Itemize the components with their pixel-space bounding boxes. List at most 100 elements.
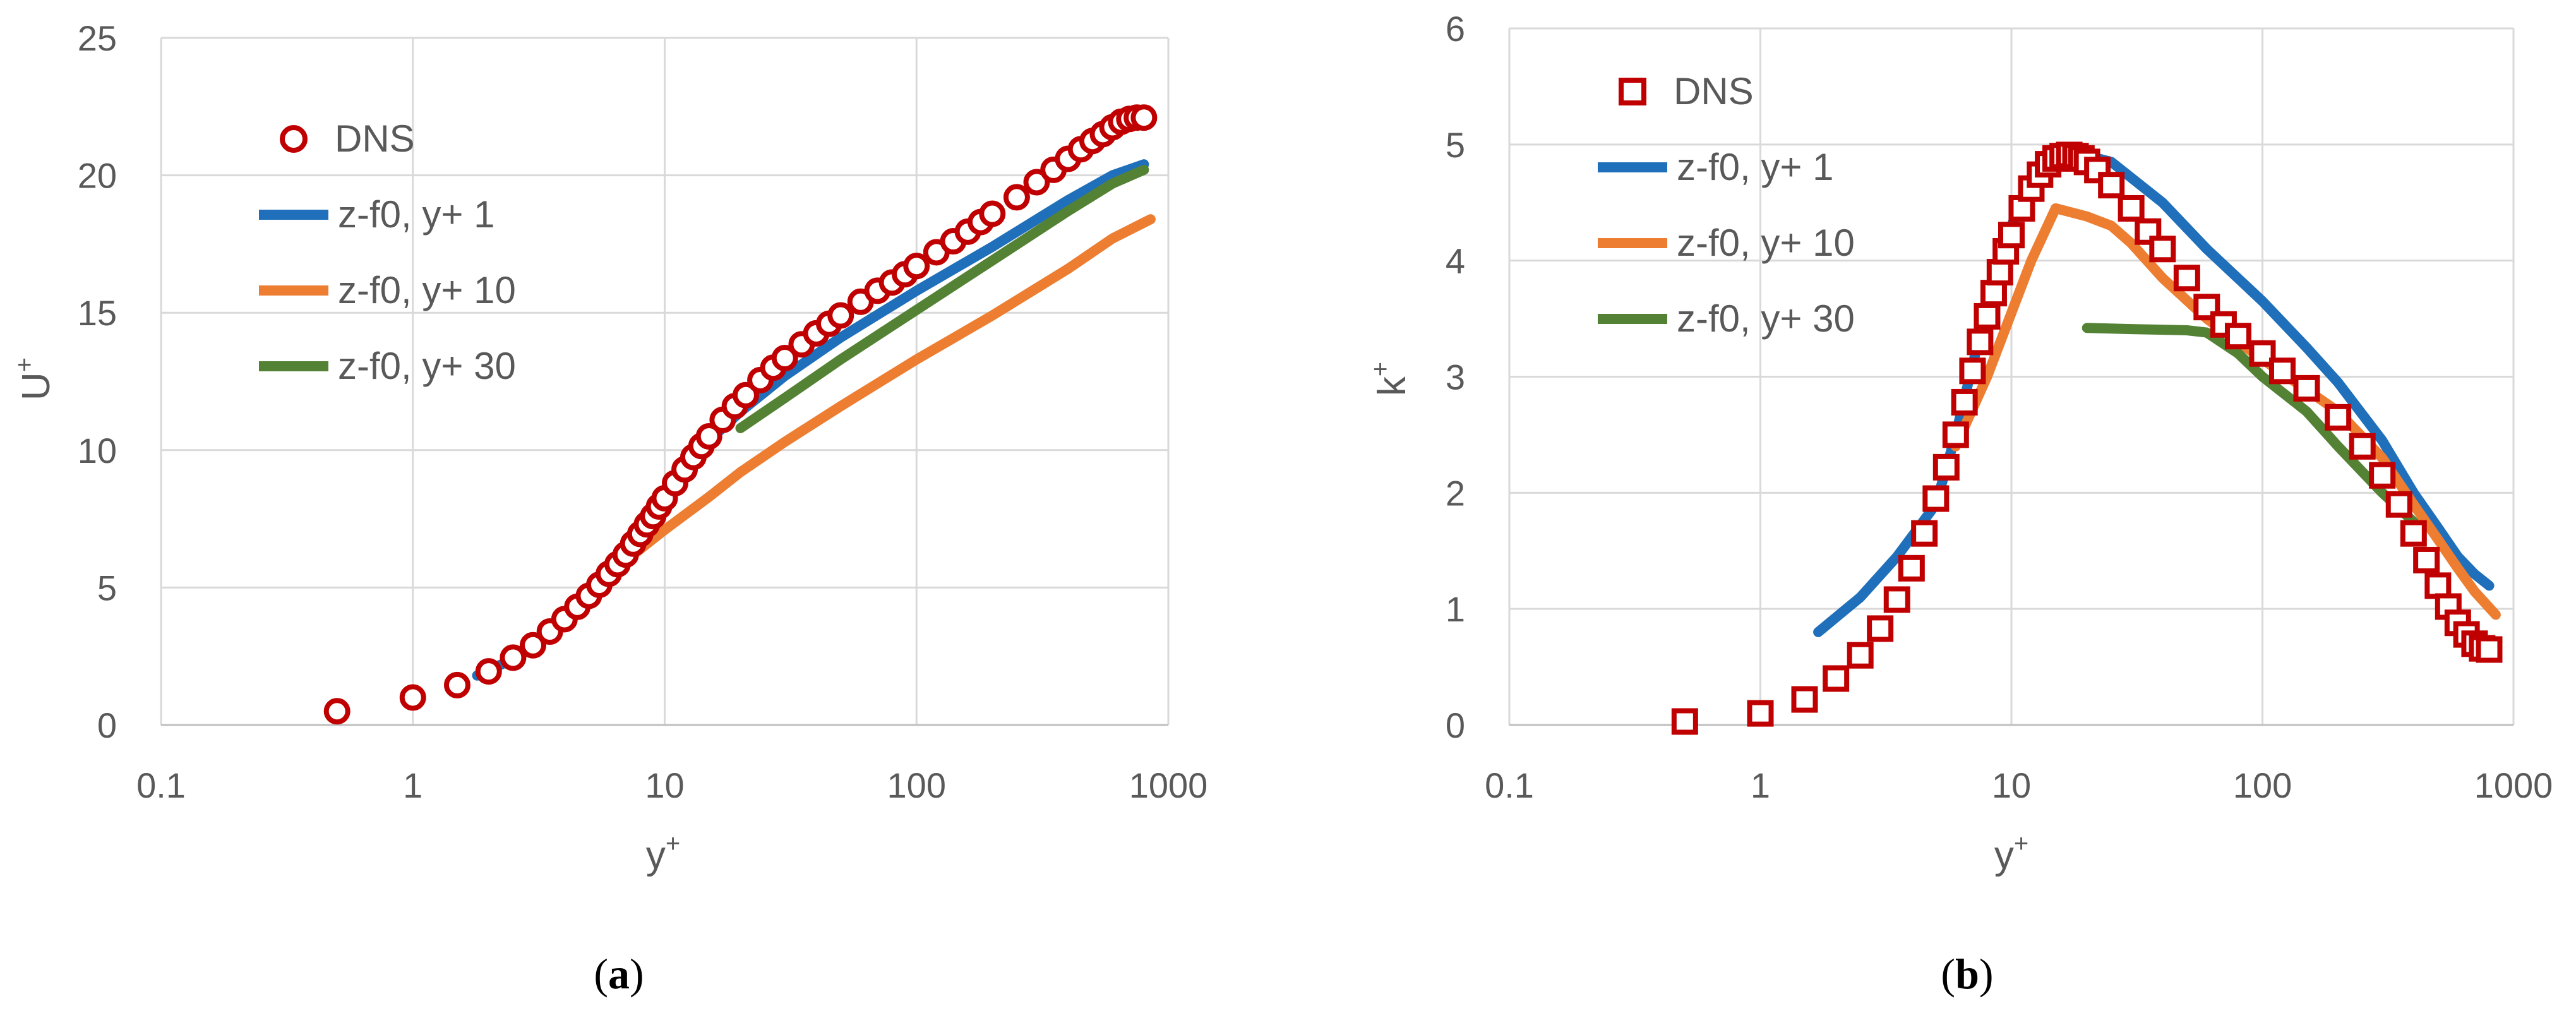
x-tick-label: 1 <box>1751 765 1770 805</box>
legend-label-dns: DNS <box>335 117 415 160</box>
dns-point <box>771 345 798 372</box>
dns-point <box>1003 184 1030 211</box>
dns-point <box>1951 388 1978 416</box>
dns-point <box>695 423 722 450</box>
y-tick-label: 15 <box>78 293 117 333</box>
y-tick-label: 6 <box>1446 9 1465 49</box>
dns-point <box>1867 615 1894 642</box>
dns-point <box>1967 328 1994 356</box>
legend-marker-dns <box>1619 78 1646 105</box>
legend-marker-dns <box>280 125 308 153</box>
x-tick-label: 1000 <box>2474 765 2553 805</box>
legend-label-yp30: z-f0, y+ 30 <box>1677 297 1855 340</box>
dns-point <box>2369 462 2396 489</box>
chart-a-x-axis-label: y+ <box>646 830 680 877</box>
legend-label-yp1: z-f0, y+ 1 <box>338 193 494 236</box>
legend-label-yp1: z-f0, y+ 1 <box>1677 146 1833 188</box>
dns-point <box>1847 642 1874 669</box>
chart-b-x-axis-label: y+ <box>1994 830 2028 877</box>
dns-point <box>1883 586 1910 613</box>
dns-point <box>2476 636 2503 663</box>
dns-point <box>1671 708 1698 735</box>
dns-point <box>1911 520 1938 547</box>
dns-point <box>1898 554 1925 582</box>
dns-point <box>2224 323 2251 350</box>
y-tick-label: 10 <box>78 431 117 470</box>
dns-point <box>732 381 759 409</box>
dns-point <box>1959 357 1986 385</box>
chart-b-legend: DNS z-f0, y+ 1 z-f0, y+ 10 z-f0, y+ 30 <box>1598 70 1855 340</box>
x-tick-label: 1000 <box>1129 765 1208 805</box>
y-tick-label: 25 <box>78 18 117 58</box>
legend-label-yp10: z-f0, y+ 10 <box>338 269 516 311</box>
dns-point <box>1998 222 2025 249</box>
y-tick-label: 5 <box>1446 125 1465 165</box>
dns-point <box>399 684 426 711</box>
dns-point <box>500 644 527 671</box>
dns-point <box>443 671 470 698</box>
dns-point <box>2149 236 2176 263</box>
dns-point <box>2173 265 2200 292</box>
x-tick-label: 100 <box>2233 765 2292 805</box>
dns-point <box>2325 404 2352 431</box>
chart-a: 0.1 1 10 100 1000 0 5 10 15 20 25 DNS z-f0, y+ 1 z-f… <box>11 18 1207 998</box>
y-tick-label: 0 <box>1446 705 1465 745</box>
chart-a-legend: DNS z-f0, y+ 1 z-f0, y+ 10 z-f0, y+ 30 <box>259 117 516 387</box>
dns-point <box>323 698 350 725</box>
y-tick-label: 5 <box>97 568 117 608</box>
legend-label-yp30: z-f0, y+ 30 <box>338 345 516 387</box>
chart-b: 0.1 1 10 100 1000 0 1 2 3 4 5 6 DNS z-f0, y+ 1 z-f0, … <box>1367 9 2553 998</box>
chart-b-y-axis-label: k+ <box>1367 362 1414 396</box>
dns-point <box>1823 665 1850 692</box>
y-tick-label: 0 <box>97 705 117 745</box>
series-line-yp10 <box>604 214 1156 579</box>
dns-point <box>2424 572 2452 599</box>
chart-a-series <box>323 104 1158 725</box>
dns-point <box>1023 169 1050 196</box>
legend-label-dns: DNS <box>1674 70 1754 112</box>
dns-point <box>2349 433 2376 460</box>
x-tick-label: 10 <box>1992 765 2031 805</box>
chart-a-y-axis-label: U+ <box>11 357 58 400</box>
y-tick-label: 20 <box>78 156 117 196</box>
series-line-yp10 <box>1950 203 2501 620</box>
dns-point <box>2098 172 2125 199</box>
y-tick-label: 4 <box>1446 241 1465 281</box>
dns-point <box>1986 259 2013 286</box>
dns-point <box>1974 302 2001 330</box>
series-line-yp30 <box>735 164 1149 433</box>
dns-point <box>2293 374 2320 402</box>
dns-point <box>1942 421 1969 448</box>
dns-point <box>1747 700 1774 727</box>
dns-point <box>827 302 854 329</box>
chart-b-caption: (b) <box>1941 950 1993 998</box>
dns-point <box>2385 491 2412 518</box>
dns-point <box>475 658 502 685</box>
y-tick-label: 1 <box>1446 589 1465 629</box>
chart-b-tick-labels: 0.1 1 10 100 1000 0 1 2 3 4 5 6 <box>1446 9 2553 805</box>
x-tick-label: 1 <box>403 765 422 805</box>
dns-point <box>1932 453 1960 481</box>
dns-point <box>903 253 930 280</box>
dns-point <box>2118 195 2145 222</box>
chart-b-gridlines <box>1508 27 2515 726</box>
dns-point <box>2413 546 2440 573</box>
x-tick-label: 10 <box>645 765 684 805</box>
x-tick-label: 0.1 <box>136 765 186 805</box>
legend-label-yp10: z-f0, y+ 10 <box>1677 222 1855 264</box>
dns-point <box>1130 104 1158 131</box>
y-tick-label: 2 <box>1446 473 1465 513</box>
dns-point <box>1791 686 1818 713</box>
dns-point <box>1922 485 1950 512</box>
dns-point <box>1980 280 2007 307</box>
chart-b-series <box>1671 141 2503 735</box>
dns-point <box>520 632 547 659</box>
dns-point <box>2400 520 2427 547</box>
chart-a-caption: (a) <box>594 950 644 998</box>
y-tick-label: 3 <box>1446 357 1465 397</box>
chart-a-tick-labels: 0.1 1 10 100 1000 0 5 10 15 20 25 <box>78 18 1208 805</box>
x-tick-label: 100 <box>887 765 946 805</box>
dns-point <box>2268 357 2296 385</box>
chart-a-gridlines <box>160 37 1170 726</box>
